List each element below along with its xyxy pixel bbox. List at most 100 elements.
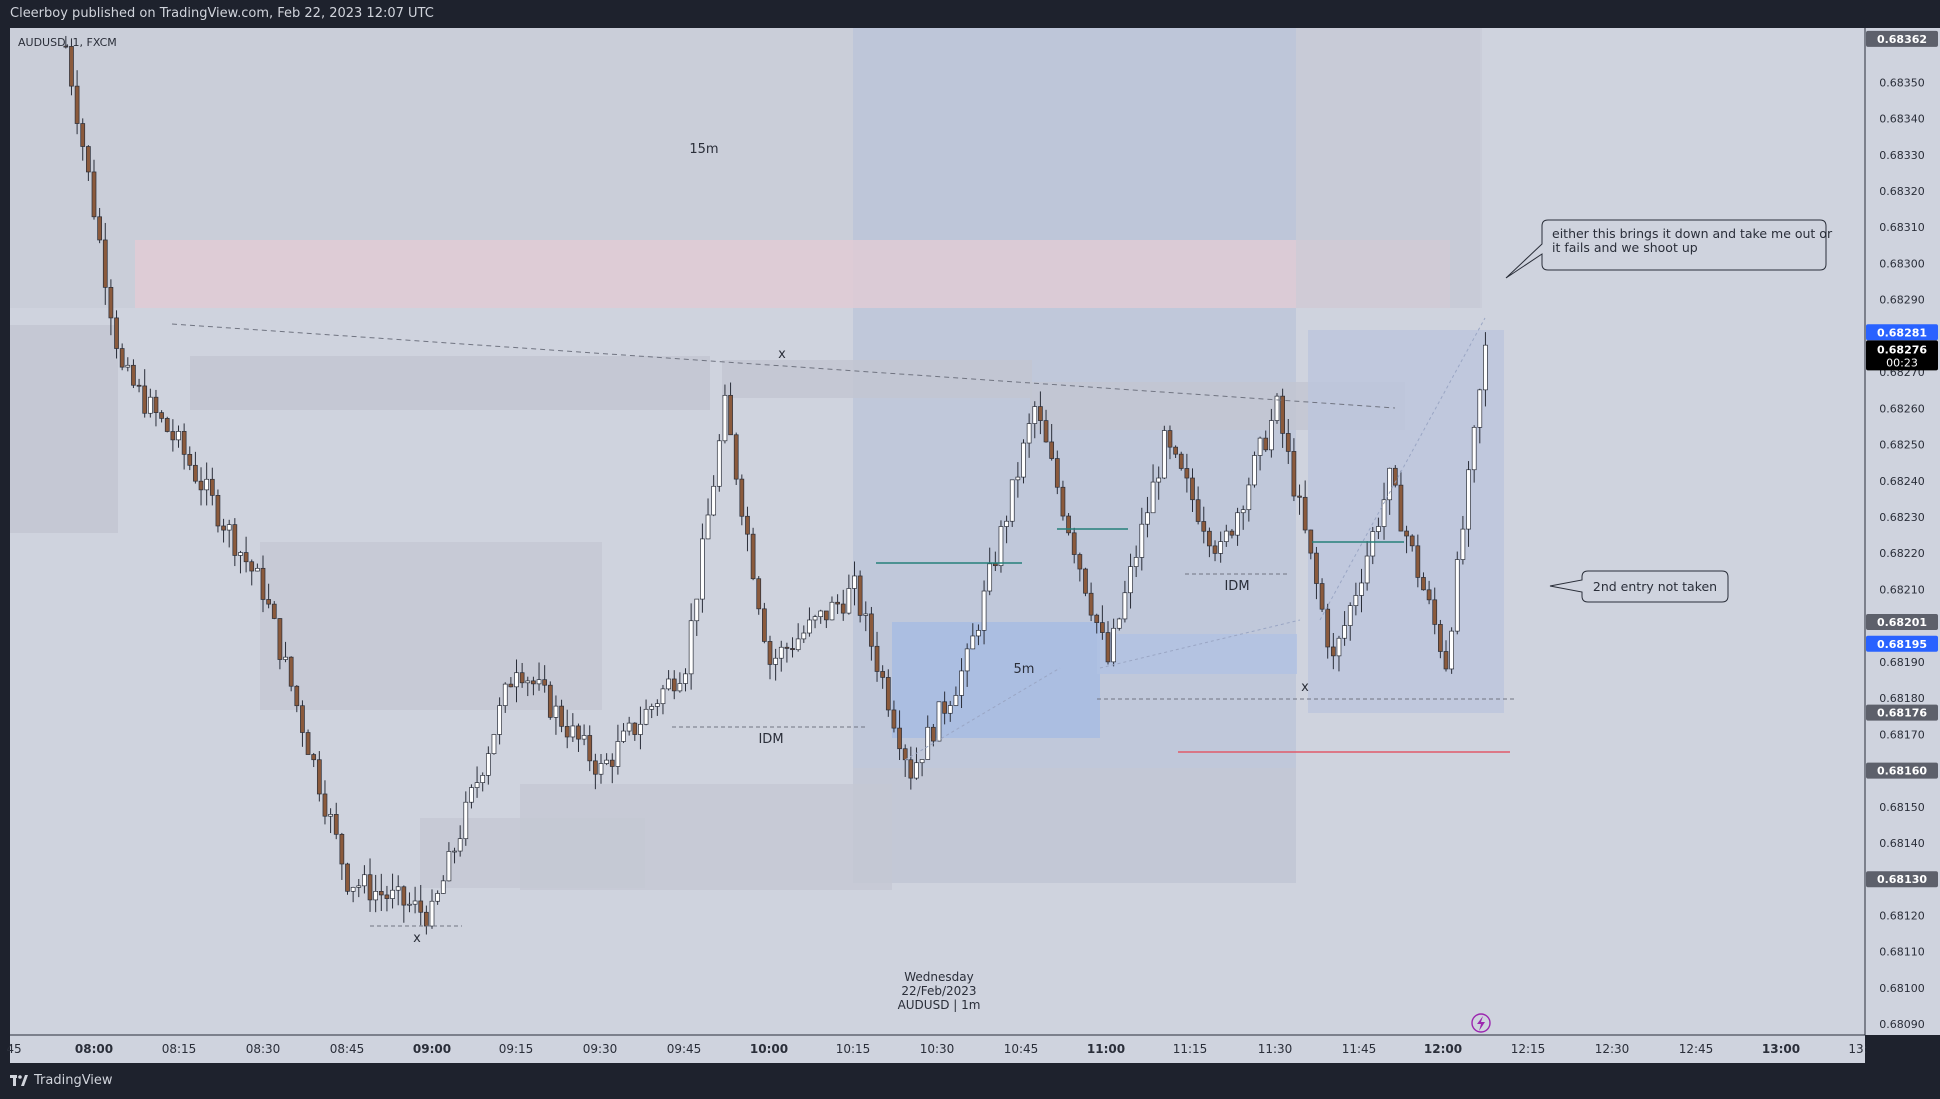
candle[interactable] bbox=[891, 709, 897, 729]
callout-bubble-2[interactable] bbox=[1549, 570, 1729, 603]
candle[interactable] bbox=[1218, 541, 1224, 554]
candle[interactable] bbox=[193, 464, 198, 482]
price-chart[interactable]: 15m x x x IDM IDM 5m AUDUSD, 1, FXCM eit… bbox=[0, 28, 1940, 1063]
candle[interactable] bbox=[1077, 554, 1083, 570]
candle[interactable] bbox=[981, 590, 987, 631]
candle[interactable] bbox=[992, 563, 998, 567]
candle[interactable] bbox=[1026, 423, 1032, 444]
candle[interactable] bbox=[395, 886, 401, 891]
candle[interactable] bbox=[418, 900, 424, 913]
tradingview-brand[interactable]: TradingView bbox=[10, 1063, 113, 1099]
candle[interactable] bbox=[176, 431, 181, 441]
candle[interactable] bbox=[86, 146, 91, 173]
candle[interactable] bbox=[1297, 495, 1302, 498]
candle[interactable] bbox=[378, 890, 384, 896]
candle[interactable] bbox=[1167, 430, 1173, 448]
candle[interactable] bbox=[897, 727, 902, 750]
candle[interactable] bbox=[181, 431, 187, 455]
candle[interactable] bbox=[1212, 545, 1218, 554]
candle[interactable] bbox=[762, 608, 767, 642]
candle[interactable] bbox=[1483, 344, 1488, 391]
candle[interactable] bbox=[643, 708, 649, 725]
candle[interactable] bbox=[660, 688, 666, 705]
candle[interactable] bbox=[1432, 599, 1438, 625]
candle[interactable] bbox=[1392, 467, 1398, 486]
candle[interactable] bbox=[1240, 509, 1246, 514]
candle[interactable] bbox=[576, 725, 581, 740]
candle[interactable] bbox=[1207, 530, 1212, 547]
candle[interactable] bbox=[885, 677, 891, 711]
candle[interactable] bbox=[1280, 395, 1285, 434]
candle[interactable] bbox=[987, 563, 993, 592]
candle[interactable] bbox=[869, 613, 874, 647]
candle[interactable] bbox=[621, 730, 626, 742]
candle[interactable] bbox=[119, 348, 125, 368]
candle[interactable] bbox=[1381, 499, 1387, 527]
projection-line-2[interactable] bbox=[1099, 619, 1301, 669]
candle[interactable] bbox=[840, 603, 846, 614]
candle[interactable] bbox=[1460, 528, 1466, 560]
candle[interactable] bbox=[1004, 520, 1009, 527]
candle[interactable] bbox=[666, 678, 671, 690]
candle[interactable] bbox=[277, 618, 283, 660]
candle[interactable] bbox=[654, 703, 660, 707]
candle[interactable] bbox=[485, 753, 491, 776]
candle[interactable] bbox=[367, 874, 373, 901]
descending-trendline[interactable] bbox=[171, 323, 1396, 409]
candle[interactable] bbox=[1370, 531, 1376, 557]
candle[interactable] bbox=[283, 656, 288, 660]
candle[interactable] bbox=[784, 646, 790, 649]
candle[interactable] bbox=[773, 657, 778, 665]
candle[interactable] bbox=[1032, 406, 1038, 424]
zone-5m-blue[interactable] bbox=[892, 622, 1100, 738]
candle[interactable] bbox=[1387, 467, 1393, 501]
zone-left-block[interactable] bbox=[10, 325, 118, 533]
candle[interactable] bbox=[508, 683, 514, 688]
candle[interactable] bbox=[919, 759, 925, 764]
zone-blue-column[interactable] bbox=[853, 28, 1296, 883]
candle[interactable] bbox=[215, 495, 221, 527]
candle[interactable] bbox=[1235, 512, 1240, 536]
candle[interactable] bbox=[835, 601, 840, 605]
candle[interactable] bbox=[964, 648, 970, 672]
candle[interactable] bbox=[823, 610, 829, 621]
candle[interactable] bbox=[260, 567, 266, 600]
zone-gray-7[interactable] bbox=[853, 768, 1296, 883]
candle[interactable] bbox=[232, 524, 238, 556]
candle[interactable] bbox=[936, 701, 942, 742]
candle[interactable] bbox=[1195, 499, 1201, 522]
candle[interactable] bbox=[711, 485, 717, 516]
candle[interactable] bbox=[694, 598, 700, 622]
candle[interactable] bbox=[170, 431, 176, 441]
candle[interactable] bbox=[474, 782, 480, 788]
candle[interactable] bbox=[1071, 532, 1077, 555]
candle[interactable] bbox=[942, 701, 947, 714]
candle[interactable] bbox=[362, 874, 367, 887]
candle[interactable] bbox=[1364, 555, 1370, 584]
candle[interactable] bbox=[778, 646, 784, 659]
candle[interactable] bbox=[1122, 592, 1128, 620]
candle[interactable] bbox=[74, 85, 80, 124]
candle[interactable] bbox=[626, 722, 632, 732]
candle[interactable] bbox=[795, 638, 801, 651]
candle[interactable] bbox=[1133, 557, 1139, 567]
candle[interactable] bbox=[1274, 395, 1280, 421]
time-axis[interactable] bbox=[10, 1035, 1865, 1063]
candle[interactable] bbox=[108, 287, 114, 319]
candle[interactable] bbox=[1088, 592, 1094, 616]
candle[interactable] bbox=[1336, 637, 1342, 657]
candle[interactable] bbox=[440, 880, 446, 894]
zone-pink-supply[interactable] bbox=[135, 240, 1450, 308]
candle[interactable] bbox=[435, 893, 440, 902]
candle[interactable] bbox=[519, 672, 525, 684]
candle[interactable] bbox=[947, 705, 953, 714]
candle[interactable] bbox=[514, 672, 519, 688]
candle[interactable] bbox=[142, 385, 148, 414]
candle[interactable] bbox=[1105, 632, 1111, 663]
candle[interactable] bbox=[536, 679, 542, 685]
candle[interactable] bbox=[1049, 441, 1055, 459]
candle[interactable] bbox=[863, 613, 869, 616]
candle[interactable] bbox=[790, 648, 795, 651]
candle[interactable] bbox=[1359, 582, 1364, 596]
candle[interactable] bbox=[852, 575, 857, 589]
